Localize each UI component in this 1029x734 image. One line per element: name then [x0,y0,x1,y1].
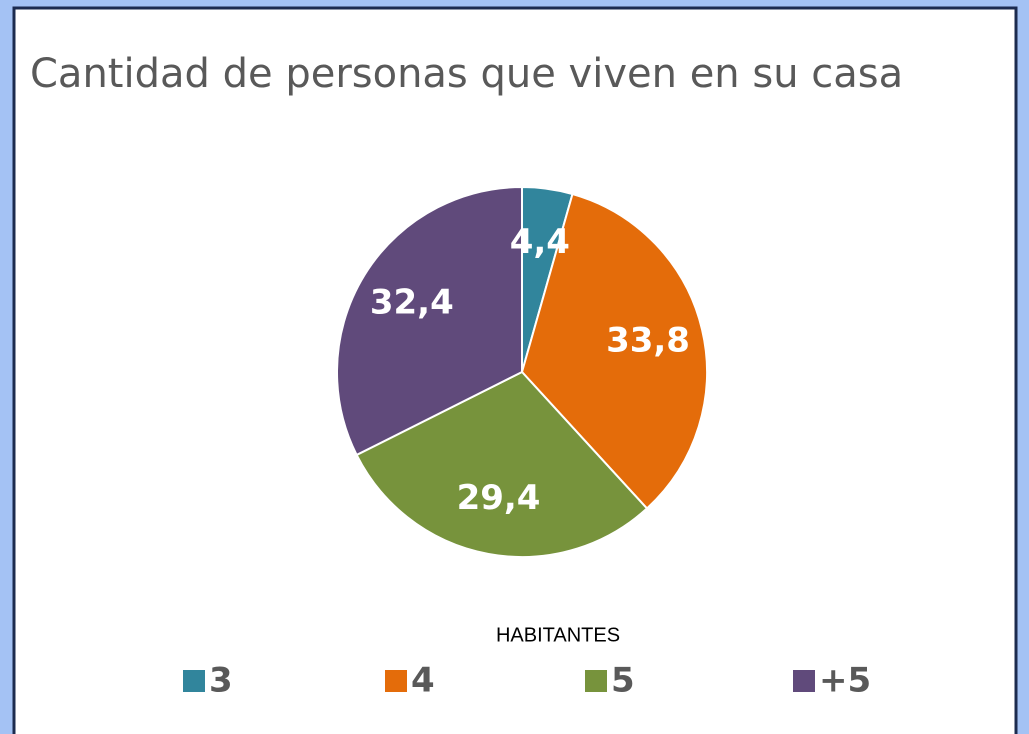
data-label: 29,4 [457,478,541,518]
pie-slice [520,192,708,510]
legend-swatch [585,670,607,692]
legend-label: 5 [611,661,635,701]
legend-swatch [793,670,815,692]
legend-swatch [385,670,407,692]
legend-label: 4 [411,661,435,701]
chart-title: Cantidad de personas que viven en su cas… [30,51,903,97]
data-label: 33,8 [606,321,690,361]
pie-slice [355,370,649,558]
legend-label: +5 [819,661,871,701]
data-label: 4,4 [510,222,570,262]
legend-label: 3 [209,661,233,701]
legend-swatch [183,670,205,692]
legend-title: HABITANTES [496,624,620,646]
data-label: 32,4 [370,282,454,322]
pie-slice [336,185,523,457]
